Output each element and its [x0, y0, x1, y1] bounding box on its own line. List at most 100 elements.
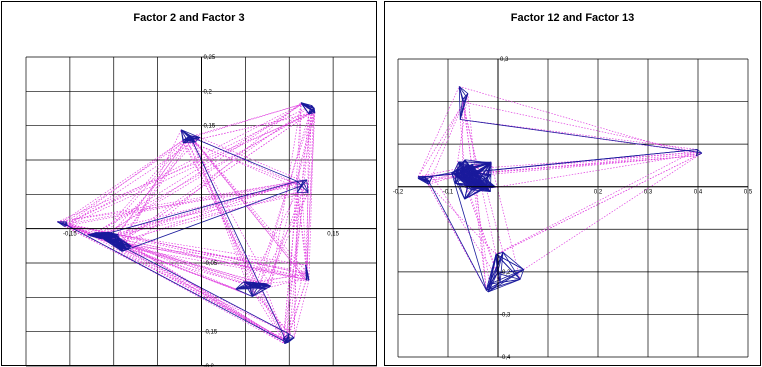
link-line — [252, 192, 309, 297]
mesh-line — [489, 252, 504, 285]
mesh-line — [308, 110, 315, 115]
mesh-line — [102, 238, 128, 250]
link-line — [117, 192, 309, 236]
link-line — [98, 236, 309, 281]
mesh-line — [451, 172, 465, 200]
link-line — [190, 135, 310, 281]
link-line — [65, 103, 303, 225]
x-tick-label: -0,15 — [63, 232, 77, 238]
link-line — [57, 112, 316, 223]
mesh-line — [451, 172, 487, 291]
y-tick-label: -0,2 — [500, 270, 511, 276]
link-line — [286, 102, 302, 342]
chart-title: Factor 2 and Factor 3 — [133, 12, 245, 24]
mesh-line — [467, 163, 487, 188]
link-line — [459, 86, 697, 157]
mesh-line — [467, 163, 496, 188]
mesh-line — [67, 225, 288, 343]
y-tick-label: 0,15 — [204, 124, 216, 130]
link-line — [107, 231, 309, 275]
link-line — [64, 180, 304, 227]
link-line — [121, 192, 298, 241]
link-line — [270, 108, 315, 287]
mesh-line — [248, 284, 254, 288]
mesh-line — [305, 264, 310, 281]
link-line — [122, 250, 250, 285]
y-tick-label: -0,2 — [204, 364, 215, 367]
mesh-line — [311, 105, 315, 111]
link-line — [432, 155, 697, 177]
link-line — [183, 103, 302, 141]
mesh-line — [489, 273, 498, 285]
scatter-plot-factor-2-3: -0,15 0,15 0,25 0,2 0,15 -0,05 -0,15 -0,2 — [25, 55, 377, 367]
chart-title: Factor 12 and Factor 13 — [510, 12, 635, 24]
mesh-line — [488, 269, 524, 293]
mesh-line — [235, 283, 250, 290]
link-line — [307, 105, 313, 193]
link-line — [65, 105, 312, 225]
mesh-line — [459, 99, 463, 120]
link-line — [131, 245, 288, 343]
mesh-line — [102, 238, 122, 241]
link-line — [123, 245, 306, 266]
mesh-line — [502, 252, 521, 280]
chart-panel-factor-2-3: Factor 2 and Factor 3 -0,15 0,15 0,25 0,2 0,… — [1, 1, 377, 367]
mesh-line — [190, 136, 298, 182]
link-line — [259, 105, 313, 284]
mesh-line — [265, 283, 268, 289]
link-line — [122, 129, 182, 251]
y-tick-label: 0,3 — [500, 57, 509, 63]
mesh-line — [121, 240, 132, 247]
mesh-line — [308, 105, 313, 115]
mesh-line — [697, 149, 703, 154]
series-links-solid — [417, 86, 703, 293]
x-tick-label: 0,5 — [744, 190, 753, 196]
link-line — [67, 137, 200, 226]
mesh-line — [497, 269, 524, 274]
mesh-line — [456, 169, 463, 172]
link-line — [265, 288, 287, 342]
link-line — [265, 179, 307, 289]
mesh-line — [502, 251, 524, 270]
link-line — [429, 102, 465, 182]
mesh-line — [489, 254, 497, 285]
mesh-line — [478, 174, 492, 184]
link-line — [496, 155, 697, 255]
link-line — [199, 137, 304, 182]
mesh-line — [488, 273, 498, 293]
link-line — [117, 245, 309, 281]
link-line — [306, 108, 314, 278]
mesh-line — [460, 119, 698, 153]
link-line — [490, 162, 521, 280]
link-line — [67, 113, 309, 226]
link-line — [105, 180, 304, 239]
mesh-line — [248, 284, 253, 297]
mesh-line — [180, 129, 184, 143]
link-line — [474, 152, 702, 175]
mesh-line — [243, 281, 253, 297]
link-line — [462, 151, 698, 170]
link-line — [482, 152, 702, 190]
link-line — [282, 192, 298, 339]
mesh-line — [181, 129, 200, 138]
mesh-line — [458, 161, 463, 170]
grid — [397, 58, 749, 358]
link-line — [114, 180, 298, 239]
mesh-line — [183, 139, 192, 144]
link-line — [305, 112, 316, 280]
mesh-line — [489, 278, 521, 285]
mesh-line — [458, 86, 463, 100]
mesh-line — [288, 333, 295, 339]
mesh-line — [462, 96, 467, 100]
link-line — [195, 141, 307, 281]
mesh-line — [481, 187, 484, 190]
x-tick-label: -0,2 — [393, 190, 404, 196]
link-line — [191, 139, 271, 287]
link-line — [495, 149, 698, 255]
link-line — [417, 86, 460, 177]
link-line — [105, 233, 236, 290]
link-line — [293, 279, 310, 338]
y-tick-label: 0,2 — [204, 89, 213, 95]
link-line — [65, 223, 285, 344]
link-line — [119, 110, 315, 244]
